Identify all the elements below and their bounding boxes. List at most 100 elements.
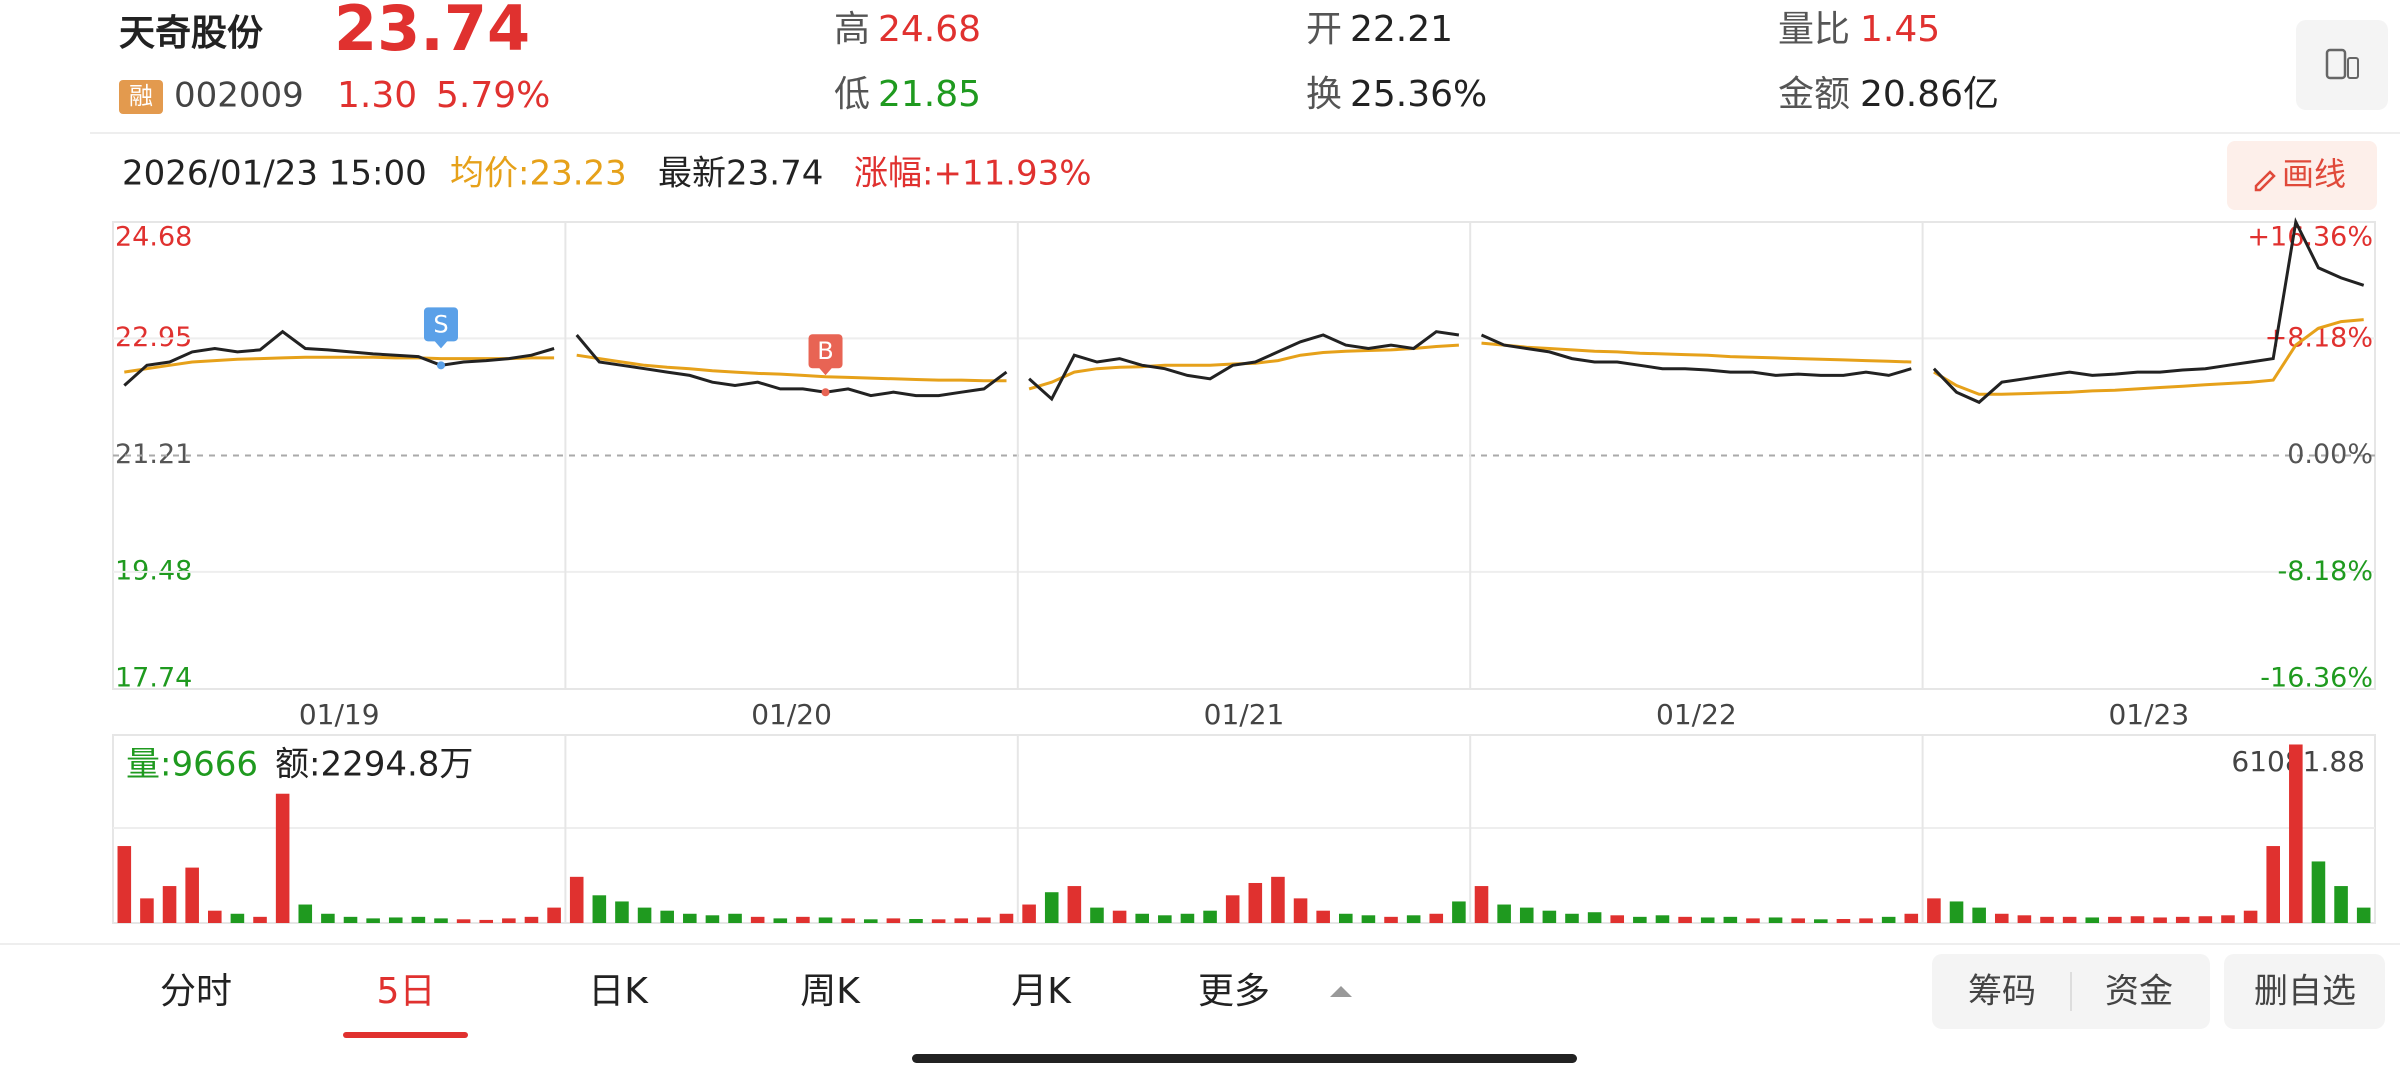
volume-bar xyxy=(2311,861,2326,923)
phone-icon[interactable] xyxy=(2325,48,2347,80)
volume-bar xyxy=(931,919,946,923)
change: 1.30 xyxy=(337,75,417,116)
tab[interactable]: 5日 xyxy=(377,971,436,1012)
trade-marker: S xyxy=(433,310,448,338)
low-label: 低 xyxy=(834,74,870,115)
volume-label: 量:9666 xyxy=(126,745,258,785)
draw-line-bg[interactable] xyxy=(2227,141,2377,210)
volume-bar xyxy=(321,913,335,923)
volume-bar xyxy=(909,918,923,923)
draw-line-label[interactable]: 画线 xyxy=(2282,155,2346,193)
vol-ratio: 1.45 xyxy=(1860,9,1940,50)
chart: 24.6822.9521.2119.4817.74+16.36%+8.18%0.… xyxy=(113,217,2375,923)
x-tick-label: 01/23 xyxy=(2108,698,2189,731)
volume-bar xyxy=(1565,913,1579,923)
price-line xyxy=(1480,333,1912,377)
pen-icon[interactable] xyxy=(2254,170,2276,192)
volume-bar xyxy=(2062,916,2077,923)
volume-bar xyxy=(117,846,132,923)
trade-marker-pointer xyxy=(818,367,833,376)
tab-underline xyxy=(343,1032,468,1038)
trade-dot xyxy=(821,388,830,397)
volume-bar xyxy=(660,910,674,923)
volume-bar xyxy=(1927,898,1941,923)
tab[interactable]: 周K xyxy=(800,971,861,1012)
volume-bar xyxy=(954,918,969,923)
home-indicator xyxy=(912,1054,1577,1063)
open-label: 开 xyxy=(1306,9,1342,50)
tab[interactable]: 分时 xyxy=(160,971,232,1012)
volume-bar xyxy=(1655,915,1670,923)
trade-marker-bg xyxy=(423,307,458,342)
action-button[interactable]: 筹码 xyxy=(1968,972,2036,1012)
volume-bar xyxy=(1859,918,1873,923)
volume-bar xyxy=(750,916,765,923)
volume-bar xyxy=(1633,916,1647,923)
volume-bar xyxy=(1949,901,1964,923)
volume-bar xyxy=(1271,876,1285,923)
turnover: 25.36% xyxy=(1350,74,1487,115)
stock-name: 天奇股份 xyxy=(119,13,263,54)
action-button[interactable]: 删自选 xyxy=(2254,972,2356,1012)
volume-bar xyxy=(1044,892,1059,923)
volume-bar xyxy=(1135,913,1149,923)
volume-bar xyxy=(1406,915,1421,923)
volume-bar xyxy=(479,919,494,923)
volume-bar xyxy=(502,918,516,923)
volume-bar xyxy=(841,918,855,923)
amount: 20.86亿 xyxy=(1860,74,1999,115)
volume-bar xyxy=(1180,913,1195,923)
volume-bar xyxy=(2243,910,2258,923)
volume-bar xyxy=(2175,916,2190,923)
volume-bar xyxy=(298,904,313,923)
y2-tick-label: -8.18% xyxy=(2277,556,2373,587)
volume-bar xyxy=(1904,913,1919,923)
volume-bar xyxy=(637,907,652,923)
remove-button-bg xyxy=(2224,954,2385,1029)
action-button[interactable]: 资金 xyxy=(2105,972,2173,1012)
volume-bar xyxy=(1519,907,1534,923)
stock-price: 23.74 xyxy=(334,0,530,65)
tab[interactable]: 日K xyxy=(588,971,649,1012)
draw-line-button[interactable]: 画线 xyxy=(2227,141,2377,210)
volume-bar xyxy=(208,910,222,923)
price-line xyxy=(123,329,555,387)
y-tick-label: 24.68 xyxy=(115,222,192,253)
high-label: 高 xyxy=(834,9,870,50)
volume-bar xyxy=(1203,910,1217,923)
more-arrow[interactable] xyxy=(1330,986,1352,997)
volume-bar xyxy=(1881,916,1896,923)
phone-icon-small[interactable] xyxy=(2347,57,2359,79)
volume-bar xyxy=(1791,918,1805,923)
volume-bar xyxy=(977,917,991,923)
volume-bar xyxy=(253,916,267,923)
tab-bar: 分时 5日 日K 周K 月K 更多 xyxy=(160,971,1270,1012)
volume-bar xyxy=(456,919,471,923)
tab[interactable]: 更多 xyxy=(1198,971,1270,1012)
avg-price: 均价:23.23 xyxy=(450,154,627,194)
volume-bar xyxy=(1384,916,1398,923)
volume-bar xyxy=(366,918,380,923)
volume-bar xyxy=(2334,886,2348,923)
volume-bar xyxy=(2040,916,2054,923)
volume-bar xyxy=(705,915,720,923)
volume-bar xyxy=(2221,915,2235,923)
phone-button-bg[interactable] xyxy=(2296,20,2388,110)
volume-bar xyxy=(524,916,539,923)
volume-bar xyxy=(2289,744,2303,923)
phone-button[interactable] xyxy=(2296,20,2388,110)
price-line xyxy=(575,334,1008,398)
tab[interactable]: 月K xyxy=(1011,971,1072,1012)
y-tick-label: 17.74 xyxy=(115,663,192,694)
volume-bar xyxy=(2266,846,2280,923)
volume-bar xyxy=(230,913,245,923)
volume-bar xyxy=(615,901,629,923)
volume-bar xyxy=(2130,916,2145,923)
price-line xyxy=(1932,217,2365,405)
price-line xyxy=(1028,330,1460,402)
volume-bar xyxy=(1700,917,1715,923)
volume-bar xyxy=(1678,916,1692,923)
volume-bar xyxy=(999,913,1014,923)
